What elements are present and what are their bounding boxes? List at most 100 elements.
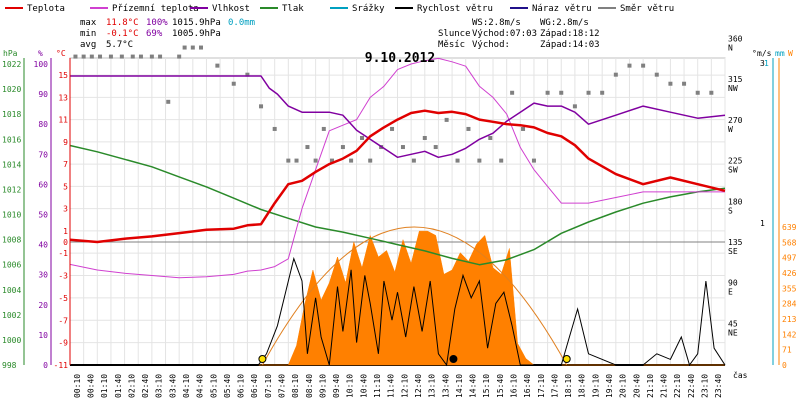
hpa-tick: 1002 [2,311,21,320]
temp-tick: -1 [58,249,68,258]
time-label: 07:40 [278,374,287,398]
w-tick: 639 [782,223,797,232]
wind-direction-dot [400,145,405,150]
mm-unit: mm [775,49,785,58]
dir-tick-label: SE [728,247,738,256]
wind-direction-dot [411,158,416,163]
w-tick: 0 [782,361,787,370]
dir-tick-deg: 225 [728,157,743,166]
dir-tick-deg: 315 [728,75,743,84]
wind-direction-dot [81,54,86,59]
time-label: 15:40 [496,374,505,398]
dir-tick-label: NE [728,328,738,337]
stats-block: max 11.8°C 100% 1015.9hPa 0.0mm min -0.1… [80,18,255,50]
dir-tick-label: NW [728,84,738,93]
wind-direction-dot [466,126,471,131]
time-label: 17:10 [537,374,546,398]
wind-direction-dot [177,54,182,59]
time-label: 09:40 [332,374,341,398]
deg-unit: °C [56,49,66,58]
wind-direction-dot [305,145,310,150]
pct-tick: 10 [38,331,48,340]
hpa-tick: 1020 [2,85,21,94]
temp-tick: -5 [58,294,68,303]
temperature-line [69,109,726,244]
time-label: 05:40 [223,374,232,398]
wind-direction-dot [360,135,365,140]
time-label: 17:40 [550,374,559,398]
time-label: 04:10 [182,374,191,398]
time-label: 03:10 [155,374,164,398]
stat-min-hum: 69% [146,29,163,39]
cas-label: čas [733,370,748,380]
temp-tick: 9 [63,138,68,147]
time-label: 00:10 [73,374,82,398]
wind-direction-dot [313,158,318,163]
hpa-unit: hPa [3,49,18,58]
time-label: 14:40 [469,374,478,398]
markers-layer [258,355,571,363]
legend: Teplota Přízemní teplota Vlhkost Tlak Srážky… [5,4,674,14]
temp-tick: -7 [58,316,68,325]
wind-direction-dot [627,63,632,68]
temp-tick: -11 [54,361,69,370]
hpa-tick: 1016 [2,135,21,144]
wind-direction-dot [245,72,250,77]
wind-direction-dot [572,104,577,109]
sunrise-marker [258,355,267,363]
time-label: 07:10 [264,374,273,398]
time-label: 02:10 [127,374,136,398]
hpa-tick: 1008 [2,236,21,245]
time-label: 05:10 [209,374,218,398]
time-label: 02:40 [141,374,150,398]
wind-direction-dot [600,90,605,95]
w-unit: W [788,49,793,58]
wind-direction-dot [433,145,438,150]
temp-tick: 5 [63,182,68,191]
wind-direction-dot [215,63,220,68]
time-label: 19:10 [591,374,600,398]
time-label: 20:40 [632,374,641,398]
wind-direction-dot [349,158,354,163]
ground-temperature-line [69,57,725,279]
wind-direction-dot [444,117,449,122]
pressure-line [69,144,726,266]
time-label: 22:40 [687,374,696,398]
wind-direction-dot [149,54,154,59]
wind-direction-dot [521,126,526,131]
wind-speed-line [70,256,726,367]
dir-tick-deg: 135 [728,238,743,247]
time-label: 21:10 [646,374,655,398]
dir-tick-label: N [728,44,733,53]
wind-direction-dot [654,72,659,77]
wind-direction-dot [259,104,264,109]
time-label: 06:40 [250,374,259,398]
time-label: 16:10 [509,374,518,398]
wind-direction-dot [182,45,187,50]
wind-direction-dot [231,81,236,86]
legend-label: Náraz větru [532,4,592,14]
time-label: 22:10 [673,374,682,398]
hpa-tick: 1004 [2,286,21,295]
time-label: 11:10 [373,374,382,398]
time-label: 08:10 [291,374,300,398]
wind-direction-dot [321,126,326,131]
hpa-tick: 1014 [2,160,21,169]
time-label: 23:40 [714,374,723,398]
moon-rise: Východ: [472,40,510,50]
moonset-marker [449,355,458,363]
wind-direction-dot [559,90,564,95]
stat-avg-label: avg [80,40,96,50]
w-tick: 355 [782,284,797,293]
sun-arc-layer [261,226,568,366]
temp-tick: -9 [58,339,68,348]
pct-tick: 100 [34,60,49,69]
pct-tick: 40 [38,241,48,250]
time-label: 12:40 [414,374,423,398]
pct-tick: 0 [43,361,48,370]
sun-arc [261,226,568,366]
dir-tick-deg: 90 [728,279,738,288]
wind-direction-dot [488,135,493,140]
wind-direction-dot [330,158,334,163]
wind-direction-dot [422,135,427,140]
